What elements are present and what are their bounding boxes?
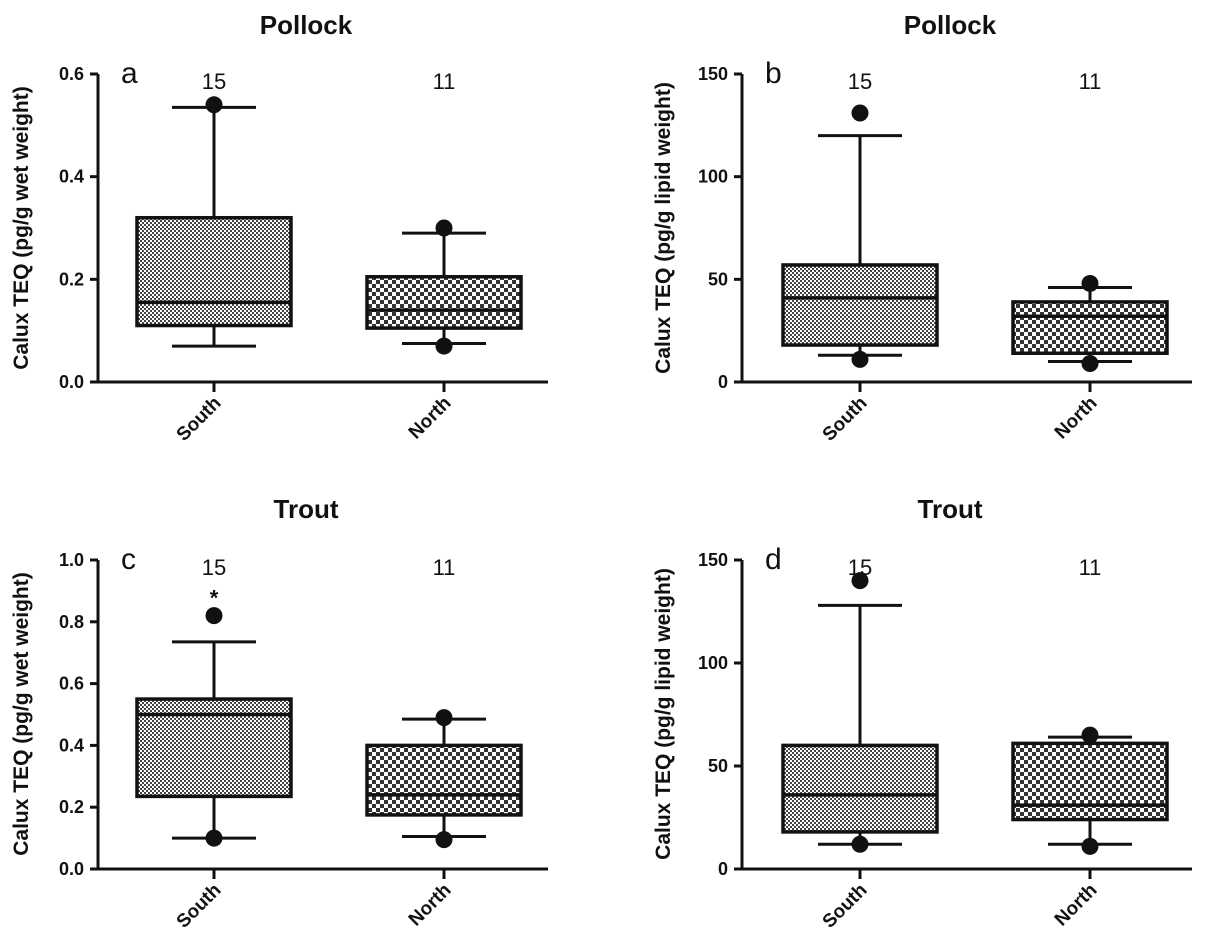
panel-title: Trout <box>274 494 339 524</box>
iqr-box <box>781 743 939 834</box>
y-tick-label: 0.4 <box>59 167 84 187</box>
y-tick-label: 1.0 <box>59 550 84 570</box>
outlier-point <box>1081 837 1099 855</box>
panel-d: Trout d Calux TEQ (pg/g lipid weight) 0 50 10… <box>652 494 1192 933</box>
y-tick-label: 0.6 <box>59 674 84 694</box>
y-axis-label: Calux TEQ (pg/g wet weight) <box>10 86 33 370</box>
y-tick-label: 100 <box>698 653 728 673</box>
y-tick-label: 50 <box>708 756 728 776</box>
y-tick-label: 0.2 <box>59 269 84 289</box>
iqr-box <box>135 215 293 328</box>
y-tick-label: 0.0 <box>59 859 84 879</box>
y-tick-label: 0 <box>718 372 728 392</box>
iqr-box <box>781 263 939 347</box>
y-tick-label: 100 <box>698 167 728 187</box>
significance-marker: * <box>210 586 219 611</box>
outlier-point <box>205 607 223 625</box>
sample-size-label: 15 <box>202 555 226 580</box>
sample-size-label: 11 <box>433 555 456 580</box>
box-north <box>365 219 523 355</box>
box-north <box>1011 726 1169 855</box>
panel-b: Pollock b Calux TEQ (pg/g lipid weight) 0 50… <box>652 10 1192 446</box>
outlier-point <box>851 104 869 122</box>
iqr-box <box>365 743 523 817</box>
box-north <box>1011 274 1169 373</box>
outlier-point <box>851 572 869 590</box>
outlier-point <box>851 835 869 853</box>
y-tick-label: 0.8 <box>59 612 84 632</box>
y-tick-label: 50 <box>708 269 728 289</box>
y-axis-label: Calux TEQ (pg/g lipid weight) <box>652 568 675 860</box>
panel-a: Pollock a Calux TEQ (pg/g wet weight) 0.0 0.… <box>10 10 548 446</box>
outlier-point <box>435 831 453 849</box>
panel-c: Trout c Calux TEQ (pg/g wet weight) 0.0 0.2 0… <box>10 494 548 933</box>
box-south <box>135 96 293 348</box>
y-tick-label: 0.4 <box>59 735 84 755</box>
x-tick-label: North <box>405 393 456 444</box>
box-south <box>781 104 939 368</box>
panel-letter: d <box>765 543 782 576</box>
box-south <box>781 572 939 853</box>
sample-size-label: 15 <box>202 69 226 94</box>
x-tick-label: South <box>819 880 872 933</box>
outlier-point <box>435 219 453 237</box>
x-tick-label: South <box>819 393 872 446</box>
panel-letter: b <box>765 57 782 90</box>
y-tick-label: 150 <box>698 550 728 570</box>
y-tick-label: 150 <box>698 64 728 84</box>
y-axis-label: Calux TEQ (pg/g wet weight) <box>10 572 33 856</box>
y-tick-label: 0 <box>718 859 728 879</box>
outlier-point <box>435 709 453 727</box>
panel-title: Pollock <box>260 10 353 40</box>
box-north <box>365 709 523 849</box>
outlier-point <box>205 829 223 847</box>
iqr-box <box>365 275 523 330</box>
sample-size-label: 11 <box>1079 555 1102 580</box>
panel-letter: c <box>121 543 136 576</box>
y-tick-label: 0.6 <box>59 64 84 84</box>
outlier-point <box>1081 355 1099 373</box>
y-axis-label: Calux TEQ (pg/g lipid weight) <box>652 82 675 374</box>
x-tick-label: North <box>405 880 456 931</box>
panel-letter: a <box>121 57 138 90</box>
outlier-point <box>205 96 223 114</box>
x-tick-label: North <box>1051 880 1102 931</box>
outlier-point <box>1081 726 1099 744</box>
sample-size-label: 15 <box>848 69 872 94</box>
iqr-box <box>1011 741 1169 822</box>
panel-title: Pollock <box>904 10 997 40</box>
sample-size-label: 11 <box>1079 69 1102 94</box>
y-tick-label: 0.2 <box>59 797 84 817</box>
x-tick-label: North <box>1051 393 1102 444</box>
x-tick-label: South <box>173 880 226 933</box>
box-south: * <box>135 586 293 847</box>
y-tick-label: 0.0 <box>59 372 84 392</box>
outlier-point <box>435 337 453 355</box>
outlier-point <box>1081 274 1099 292</box>
sample-size-label: 11 <box>433 69 456 94</box>
iqr-box <box>1011 300 1169 356</box>
outlier-point <box>851 350 869 368</box>
panel-title: Trout <box>918 494 983 524</box>
x-tick-label: South <box>173 393 226 446</box>
